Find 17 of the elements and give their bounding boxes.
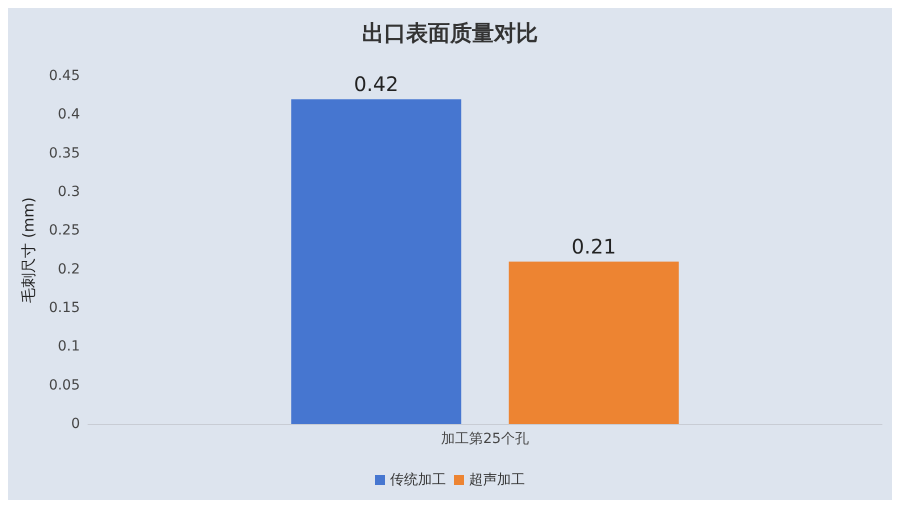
y-tick-label: 0.05: [48, 377, 80, 394]
y-tick-label: 0.45: [48, 68, 80, 84]
y-tick-label: 0.15: [48, 300, 80, 316]
x-tick-label: 加工第25个孔: [441, 431, 529, 447]
y-axis-title: 毛刺尺寸 (mm): [20, 197, 38, 303]
data-label: 0.21: [572, 234, 616, 259]
y-tick-label: 0.1: [58, 338, 80, 355]
y-tick-label: 0.3: [58, 184, 80, 200]
legend-label: 超声加工: [469, 472, 525, 488]
data-label: 0.42: [354, 72, 398, 96]
y-tick-label: 0: [71, 416, 80, 432]
y-tick-label: 0.25: [48, 222, 80, 239]
y-tick-label: 0.35: [48, 145, 80, 162]
y-tick-label: 0.2: [58, 261, 80, 278]
legend-label: 传统加工: [390, 472, 446, 488]
y-tick-label: 0.4: [58, 106, 80, 123]
chart-title: 出口表面质量对比: [362, 22, 538, 46]
